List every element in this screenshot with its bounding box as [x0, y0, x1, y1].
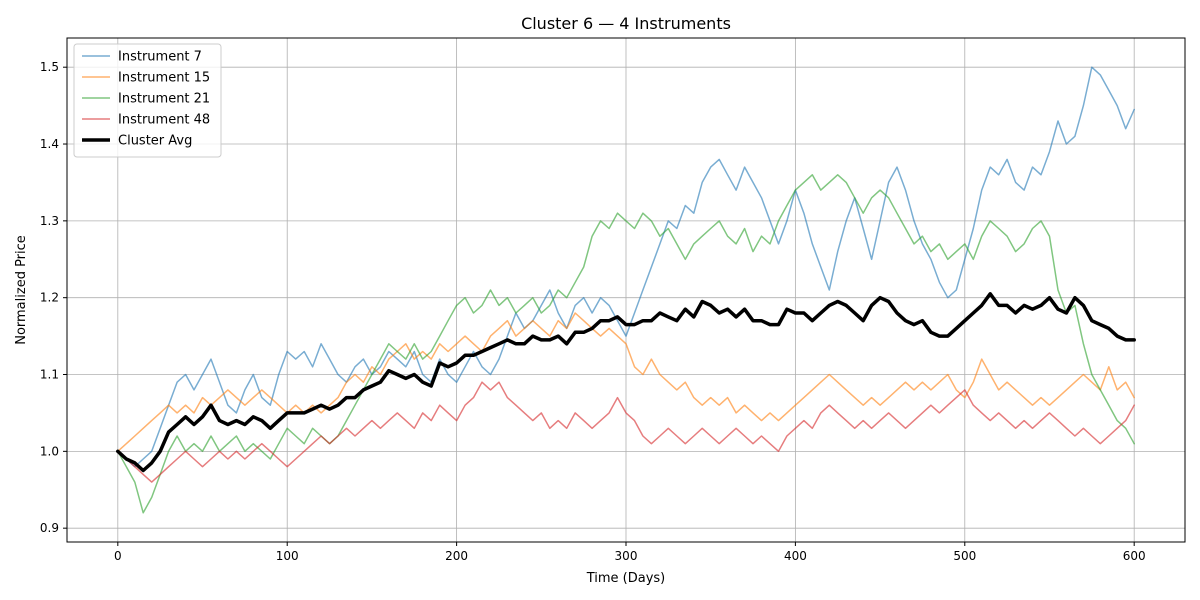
y-tick-label: 0.9 — [40, 521, 59, 535]
x-axis: 0 100 200 300 400 500 600 — [114, 542, 1146, 563]
legend-entry: Instrument 15 — [118, 71, 210, 86]
x-tick-label: 600 — [1123, 549, 1146, 563]
legend-entry: Instrument 48 — [118, 113, 210, 128]
chart-title: Cluster 6 — 4 Instruments — [521, 14, 731, 33]
y-tick-label: 1.0 — [40, 444, 59, 458]
y-tick-label: 1.3 — [40, 214, 59, 228]
legend-entry: Instrument 21 — [118, 92, 210, 107]
x-tick-label: 400 — [784, 549, 807, 563]
x-tick-label: 500 — [953, 549, 976, 563]
y-tick-label: 1.2 — [40, 291, 59, 305]
x-tick-label: 200 — [445, 549, 468, 563]
legend: Instrument 7 Instrument 15 Instrument 21 In… — [73, 43, 222, 158]
legend-box — [73, 43, 222, 158]
x-tick-label: 300 — [615, 549, 638, 563]
y-axis-label: Normalized Price — [14, 235, 29, 345]
y-axis: 0.9 1.0 1.1 1.2 1.3 1.4 1.5 — [40, 60, 67, 535]
plot-area — [116, 66, 1136, 514]
series-line-instrument-7 — [117, 66, 1135, 468]
series-line-instrument-21 — [117, 174, 1135, 514]
x-axis-label: Time (Days) — [586, 571, 666, 586]
y-tick-label: 1.1 — [40, 368, 59, 382]
series-line-instrument-48 — [117, 381, 1135, 483]
x-tick-label: 100 — [276, 549, 299, 563]
legend-entry: Instrument 7 — [118, 50, 202, 65]
series-line-cluster-avg — [116, 292, 1136, 473]
y-tick-label: 1.4 — [40, 137, 59, 151]
x-tick-label: 0 — [114, 549, 122, 563]
legend-entry: Cluster Avg — [118, 134, 192, 149]
y-tick-label: 1.5 — [40, 60, 59, 74]
